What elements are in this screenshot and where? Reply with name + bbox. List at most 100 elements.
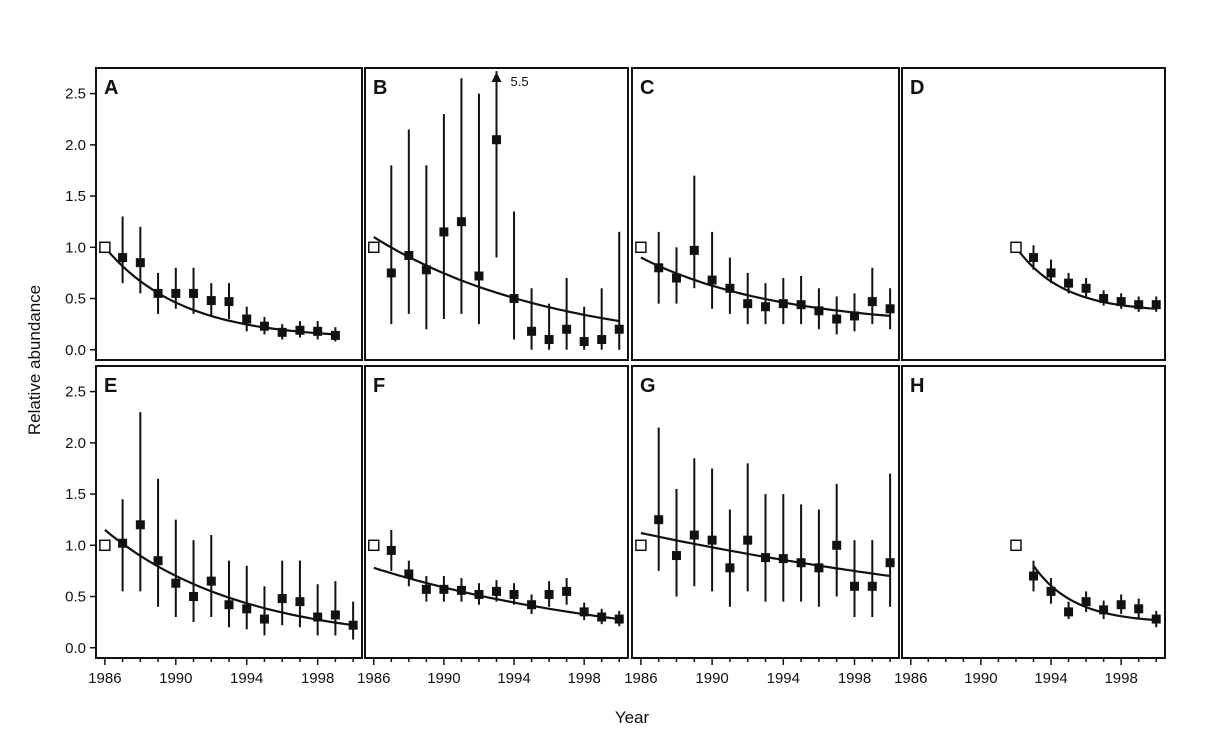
data-point bbox=[348, 620, 358, 630]
data-point bbox=[1134, 604, 1144, 614]
data-point bbox=[189, 592, 199, 602]
y-tick-label: 1.5 bbox=[65, 188, 86, 205]
data-point bbox=[1029, 571, 1038, 581]
panel-a: A 0.0 0.5 1.0 1.5 2.0 2.5 bbox=[65, 67, 363, 361]
data-point bbox=[1099, 605, 1109, 615]
panel-d: D bbox=[901, 67, 1166, 361]
panels-layer: A 0.0 0.5 1.0 1.5 2.0 2.5 B 5.5 C D E 0.0 0.5 1.0 1.5 2.… bbox=[65, 67, 1166, 687]
data-point bbox=[689, 245, 699, 255]
data-point bbox=[725, 563, 735, 573]
reference-square bbox=[635, 241, 647, 254]
reference-square bbox=[99, 241, 111, 254]
data-point bbox=[295, 597, 305, 607]
data-point bbox=[386, 268, 396, 278]
data-point bbox=[814, 563, 824, 573]
panel-letter: F bbox=[373, 375, 385, 397]
data-point bbox=[850, 311, 859, 321]
data-point bbox=[579, 337, 589, 347]
x-axis-title: Year bbox=[615, 708, 650, 727]
data-point bbox=[313, 612, 323, 622]
data-point bbox=[171, 288, 181, 298]
data-point bbox=[796, 300, 806, 310]
data-point bbox=[206, 576, 216, 586]
x-tick-label: 1990 bbox=[695, 670, 728, 687]
data-point bbox=[761, 302, 770, 312]
y-tick-label: 1.0 bbox=[65, 239, 86, 256]
data-point bbox=[614, 614, 624, 624]
reference-square bbox=[1010, 241, 1022, 254]
data-point bbox=[474, 271, 484, 281]
data-point bbox=[456, 585, 466, 595]
data-point bbox=[509, 589, 519, 599]
reference-square bbox=[635, 539, 647, 552]
data-point bbox=[189, 288, 199, 298]
data-point bbox=[778, 299, 788, 309]
data-point bbox=[743, 535, 753, 545]
reference-square bbox=[368, 539, 380, 552]
data-point bbox=[527, 600, 537, 610]
data-point bbox=[814, 306, 824, 316]
data-point bbox=[654, 263, 664, 273]
data-point bbox=[1134, 300, 1144, 310]
data-point bbox=[330, 330, 340, 340]
data-point bbox=[242, 604, 252, 614]
data-point bbox=[885, 304, 895, 314]
panel-h: H 1986 1990 1994 1998 bbox=[894, 365, 1166, 687]
fit-curve bbox=[373, 236, 620, 323]
data-point bbox=[850, 581, 859, 591]
data-point bbox=[206, 296, 216, 306]
data-point bbox=[404, 250, 414, 260]
data-point bbox=[224, 600, 234, 610]
data-point bbox=[153, 556, 163, 566]
data-point bbox=[277, 594, 287, 604]
data-point bbox=[614, 324, 624, 334]
data-point bbox=[885, 558, 895, 568]
data-point bbox=[153, 288, 163, 298]
data-point bbox=[313, 326, 323, 336]
data-point bbox=[579, 607, 589, 617]
panel-letter: H bbox=[910, 375, 924, 397]
panel-letter: G bbox=[640, 375, 656, 397]
data-point bbox=[1116, 600, 1126, 610]
y-tick-label: 2.0 bbox=[65, 435, 86, 452]
panel-f: F 1986 1990 1994 1998 bbox=[357, 365, 629, 687]
data-point bbox=[171, 578, 181, 588]
data-point bbox=[421, 265, 431, 275]
x-tick-label: 1998 bbox=[1104, 670, 1137, 687]
x-tick-label: 1994 bbox=[230, 670, 263, 687]
x-tick-label: 1990 bbox=[964, 670, 997, 687]
data-point bbox=[761, 553, 770, 563]
panel-letter: C bbox=[640, 77, 654, 99]
data-point bbox=[404, 569, 414, 579]
y-tick-label: 0.0 bbox=[65, 342, 86, 359]
data-point bbox=[867, 581, 877, 591]
panel-letter: E bbox=[104, 375, 117, 397]
data-point bbox=[259, 321, 269, 331]
x-tick-label: 1998 bbox=[567, 670, 600, 687]
data-point bbox=[707, 275, 717, 285]
y-tick-label: 0.5 bbox=[65, 291, 86, 308]
y-tick-label: 2.5 bbox=[65, 86, 86, 103]
data-point bbox=[597, 612, 607, 622]
y-tick-label: 0.5 bbox=[65, 589, 86, 606]
data-point bbox=[118, 538, 128, 548]
data-point bbox=[1064, 607, 1074, 617]
data-point bbox=[743, 299, 753, 309]
overflow-arrowhead bbox=[491, 72, 502, 82]
data-point bbox=[562, 324, 572, 334]
x-tick-label: 1994 bbox=[497, 670, 530, 687]
data-point bbox=[295, 325, 305, 335]
data-point bbox=[832, 314, 842, 324]
reference-square bbox=[99, 539, 111, 552]
x-tick-label: 1986 bbox=[357, 670, 390, 687]
y-tick-label: 0.0 bbox=[65, 640, 86, 657]
data-point bbox=[386, 545, 396, 555]
panel-letter: A bbox=[104, 77, 118, 99]
y-tick-label: 1.0 bbox=[65, 537, 86, 554]
x-tick-label: 1994 bbox=[1034, 670, 1067, 687]
data-point bbox=[277, 327, 287, 337]
y-tick-label: 2.5 bbox=[65, 384, 86, 401]
data-point bbox=[1046, 586, 1056, 596]
data-point bbox=[544, 589, 554, 599]
data-point bbox=[439, 227, 449, 237]
